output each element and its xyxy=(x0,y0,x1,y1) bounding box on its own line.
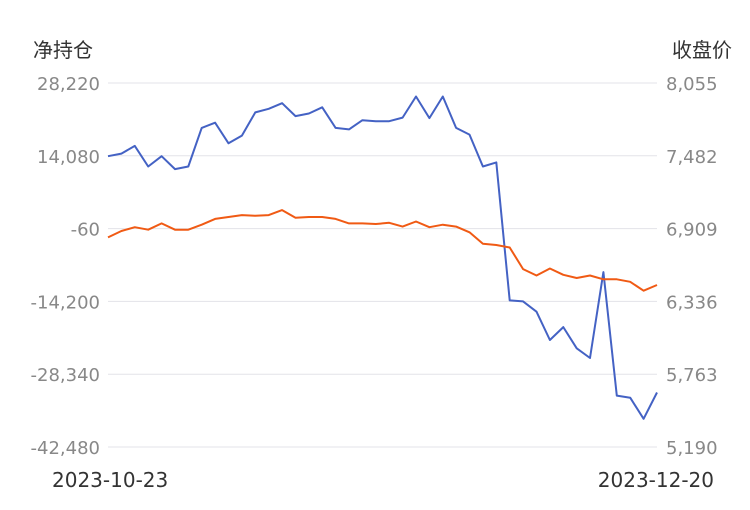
right-tick-label: 6,336 xyxy=(666,292,718,313)
right-tick-label: 5,763 xyxy=(666,365,718,386)
right-axis-ticks: 8,055 7,482 6,909 6,336 5,763 5,190 xyxy=(666,74,718,459)
left-tick-label: 28,220 xyxy=(37,74,100,95)
x-axis-end-label: 2023-12-20 xyxy=(597,468,714,492)
left-axis-title: 净持仓 xyxy=(33,38,93,62)
gridlines xyxy=(108,82,657,448)
left-tick-label: -14,200 xyxy=(31,292,100,313)
left-tick-label: -60 xyxy=(71,220,100,241)
right-axis-title: 收盘价 xyxy=(672,38,732,62)
right-tick-label: 7,482 xyxy=(666,147,718,168)
right-tick-label: 6,909 xyxy=(666,220,718,241)
close-price-line xyxy=(107,209,658,292)
right-tick-label: 5,190 xyxy=(666,438,718,459)
right-tick-label: 8,055 xyxy=(666,74,718,95)
left-tick-label: -42,480 xyxy=(31,438,100,459)
left-axis-ticks: 28,220 14,080 -60 -14,200 -28,340 -42,480 xyxy=(31,74,100,459)
x-axis-start-label: 2023-10-23 xyxy=(52,468,169,492)
left-tick-label: -28,340 xyxy=(31,365,100,386)
series-lines xyxy=(107,95,658,420)
net-position-line xyxy=(107,95,658,420)
left-tick-label: 14,080 xyxy=(37,147,100,168)
